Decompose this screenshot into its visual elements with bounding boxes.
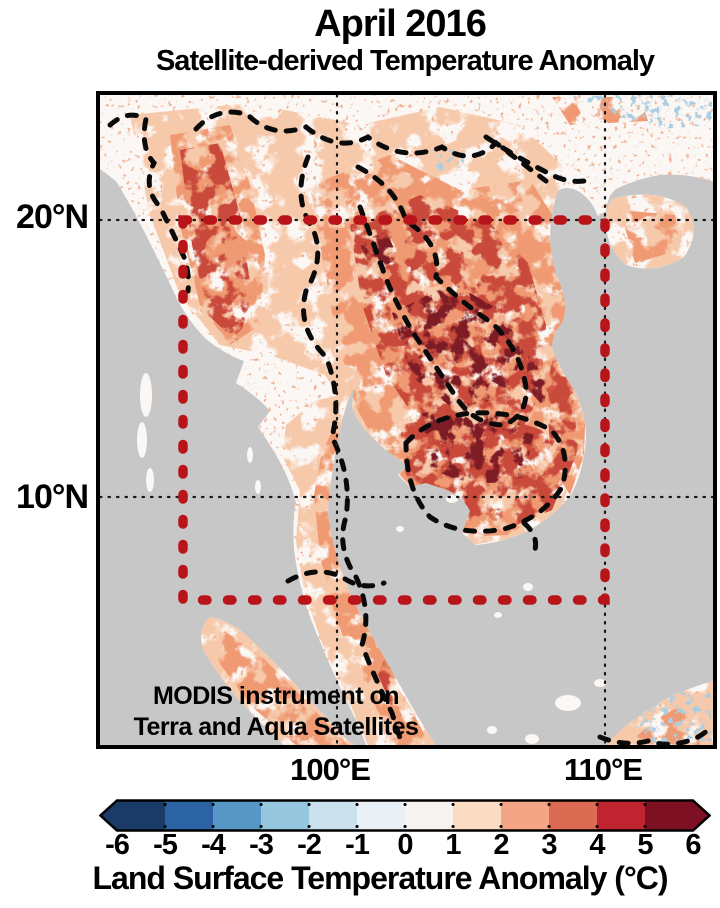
colorbar-right-arrow — [693, 800, 710, 831]
lat-tick-label-10n: 10°N — [16, 478, 89, 516]
lon-tick-label-100e: 100°E — [290, 752, 371, 787]
colorbar-tick-labels: -6 -5 -4 -3 -2 -1 0 1 2 3 4 5 6 — [0, 829, 720, 861]
colorbar-outline — [98, 799, 712, 832]
annotation-line-1: MODIS instrument on — [152, 682, 400, 710]
colorbar-tick: 1 — [445, 829, 461, 861]
colorbar-tick: -5 — [153, 829, 178, 861]
colorbar-tick: -6 — [105, 829, 130, 861]
colorbar-svg — [98, 799, 712, 832]
colorbar-tick: 3 — [541, 829, 557, 861]
colorbar-tick: -1 — [345, 829, 370, 861]
lon-tick-label-110e: 110°E — [563, 752, 643, 787]
colorbar-tick: 0 — [397, 829, 413, 861]
figure-title: April 2016 — [314, 3, 487, 45]
anomaly-map — [100, 95, 713, 745]
colorbar-tick: 2 — [493, 829, 509, 861]
colorbar-segments — [117, 800, 693, 831]
colorbar-axis-label: Land Surface Temperature Anomaly (°C) — [92, 860, 668, 896]
colorbar-tick: -3 — [249, 829, 274, 861]
country-borders — [107, 109, 713, 745]
colorbar-tick: 5 — [637, 829, 653, 861]
map-panel — [96, 91, 717, 749]
colorbar-tick-dots — [163, 803, 648, 828]
colorbar-left-arrow — [100, 800, 117, 831]
colorbar-tick: 4 — [589, 829, 605, 861]
annotation-line-2: Terra and Aqua Satellites — [133, 713, 419, 741]
colorbar-tick: -2 — [297, 829, 322, 861]
colorbar-tick: -4 — [201, 829, 226, 861]
figure-subtitle: Satellite-derived Temperature Anomaly — [155, 45, 655, 77]
colorbar — [98, 798, 712, 834]
lat-tick-label-20n: 20°N — [16, 198, 89, 236]
colorbar-tick: 6 — [685, 829, 701, 861]
instrument-annotation: MODIS instrument on Terra and Aqua Satel… — [100, 681, 452, 743]
